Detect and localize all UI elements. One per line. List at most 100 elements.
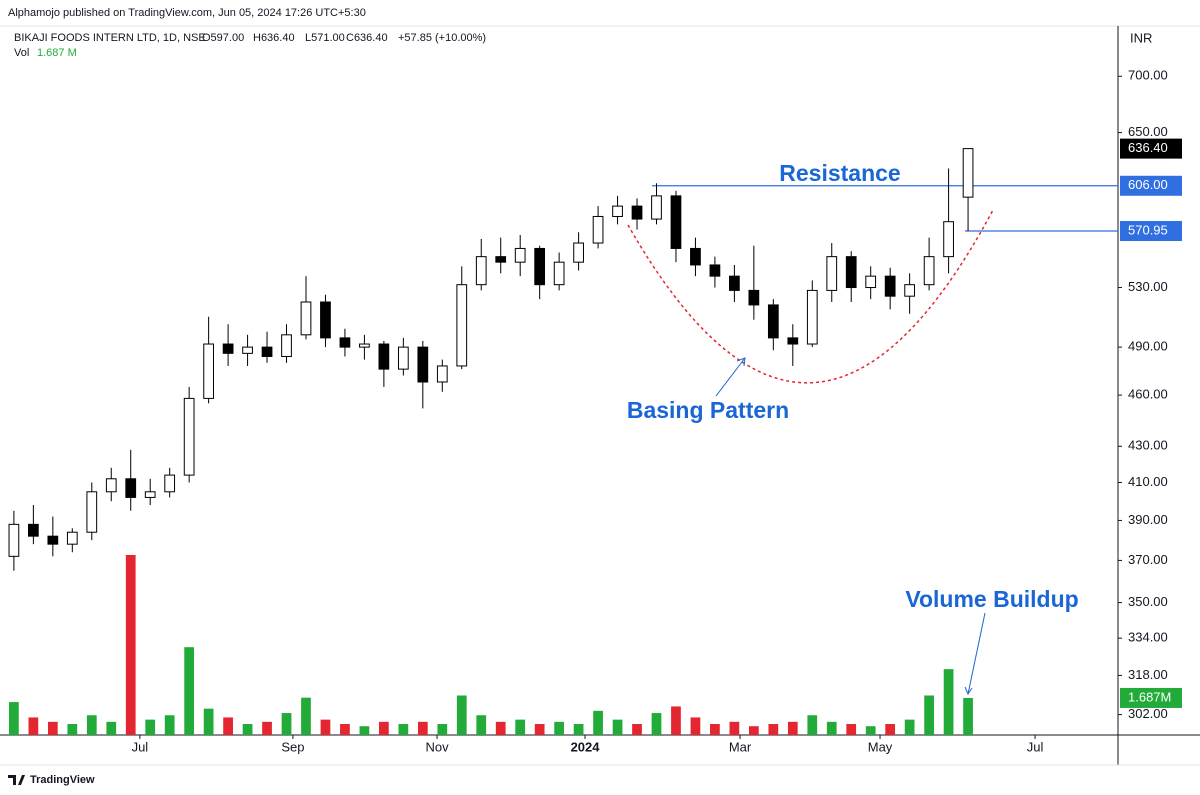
y-tick-label: 700.00 bbox=[1128, 68, 1168, 83]
candle-body bbox=[203, 343, 214, 399]
volume-bar bbox=[885, 724, 896, 735]
volume-bar bbox=[379, 721, 389, 735]
y-tick-label: 370.00 bbox=[1128, 552, 1168, 567]
basing-curve bbox=[627, 209, 994, 384]
volume-bar bbox=[495, 721, 506, 735]
volume-bar bbox=[671, 706, 681, 735]
candle-body bbox=[125, 478, 137, 498]
level-label-box bbox=[1120, 221, 1182, 242]
candle-body bbox=[417, 346, 429, 383]
volume-bar bbox=[301, 697, 311, 735]
candle-body bbox=[729, 275, 740, 291]
level-label: 570.95 bbox=[1128, 222, 1168, 237]
candle-body bbox=[592, 215, 604, 244]
y-tick-label: 302.00 bbox=[1128, 706, 1168, 721]
publisher: Alphamojo published on TradingView.com, … bbox=[8, 7, 366, 19]
volume-bar bbox=[340, 724, 350, 735]
candle-body bbox=[300, 301, 312, 336]
volume-bar bbox=[359, 726, 370, 735]
candle-body bbox=[631, 205, 643, 220]
volume-bar bbox=[47, 721, 58, 735]
y-tick-label: 530.00 bbox=[1128, 279, 1168, 294]
volume-bar bbox=[476, 715, 487, 735]
volume-bar bbox=[456, 695, 467, 735]
y-tick-label: 350.00 bbox=[1128, 594, 1168, 609]
volume-bar bbox=[807, 715, 818, 735]
volume-bar bbox=[943, 669, 954, 735]
volume-bar bbox=[86, 715, 97, 735]
candle-body bbox=[534, 247, 546, 286]
volume-bar bbox=[9, 702, 19, 735]
volume-bar bbox=[67, 724, 78, 735]
candle-body bbox=[339, 337, 351, 348]
footer-logo: TradingView bbox=[8, 774, 95, 786]
price-label-box bbox=[1120, 138, 1182, 159]
candle-body bbox=[47, 535, 59, 545]
candle-body bbox=[962, 148, 974, 198]
volume-bar bbox=[417, 721, 428, 735]
candle-body bbox=[261, 346, 273, 357]
volume-bar bbox=[632, 724, 642, 735]
candle-body bbox=[884, 275, 896, 297]
volume-bar bbox=[963, 697, 973, 735]
candle-body bbox=[943, 221, 954, 258]
candle-body bbox=[397, 346, 409, 370]
arrow-head bbox=[964, 686, 973, 696]
y-tick-label: 410.00 bbox=[1128, 474, 1168, 489]
volume-bar bbox=[573, 724, 584, 735]
volume-bar bbox=[612, 719, 623, 735]
arrow bbox=[715, 357, 746, 397]
y-tick-label: 650.00 bbox=[1128, 124, 1168, 139]
candle-body bbox=[144, 491, 156, 498]
candle-body bbox=[183, 397, 195, 476]
volume-bar bbox=[651, 713, 662, 735]
volume-bar bbox=[826, 721, 837, 735]
y-tick-label: 318.00 bbox=[1128, 667, 1168, 682]
volume-bar bbox=[223, 717, 233, 735]
volume-bar bbox=[320, 719, 331, 735]
level-label-box bbox=[1120, 175, 1182, 196]
candle-body bbox=[8, 523, 20, 557]
candle-body bbox=[514, 247, 526, 263]
logo bbox=[8, 775, 25, 785]
candle-body bbox=[27, 523, 39, 537]
volume-bar bbox=[593, 710, 603, 735]
arrows bbox=[715, 357, 986, 696]
candle-body bbox=[105, 478, 117, 493]
candle-body bbox=[806, 289, 818, 345]
volume-bar bbox=[710, 724, 720, 735]
volume-label: 1.687M bbox=[1128, 689, 1171, 704]
candle-body bbox=[826, 256, 838, 291]
candle-body bbox=[436, 365, 448, 383]
y-tick-label: 490.00 bbox=[1128, 339, 1168, 354]
candle-body bbox=[495, 256, 507, 263]
volume-bar bbox=[398, 724, 409, 735]
volume-bar bbox=[203, 708, 214, 735]
volume-bar bbox=[748, 726, 759, 735]
x-tick-label: Jul bbox=[1027, 739, 1044, 754]
x-tick-label: 2024 bbox=[571, 739, 601, 754]
candle-body bbox=[242, 346, 253, 354]
currency: INR bbox=[1130, 30, 1152, 45]
x-tick-label: Nov bbox=[425, 739, 449, 754]
volume-bar bbox=[729, 721, 740, 735]
level-label: 606.00 bbox=[1128, 177, 1168, 192]
x-tick-label: Jul bbox=[132, 739, 149, 754]
volume-bar bbox=[281, 713, 292, 735]
y-tick-label: 430.00 bbox=[1128, 438, 1168, 453]
symbol: BIKAJI FOODS INTERN LTD, 1D, NSE bbox=[14, 32, 206, 44]
candle-body bbox=[748, 289, 760, 306]
volume-bar bbox=[924, 695, 934, 735]
candle-body bbox=[553, 261, 565, 286]
arrow bbox=[967, 612, 986, 695]
ohlc-low: L571.00 bbox=[305, 32, 345, 44]
candle-body bbox=[709, 264, 721, 277]
candle-body bbox=[865, 275, 877, 289]
candle-body bbox=[651, 195, 662, 220]
volume-bar bbox=[28, 717, 39, 735]
candle-body bbox=[612, 205, 623, 217]
x-tick-label: Sep bbox=[281, 739, 304, 754]
volume-bar bbox=[145, 719, 156, 735]
volume-bar bbox=[437, 724, 448, 735]
